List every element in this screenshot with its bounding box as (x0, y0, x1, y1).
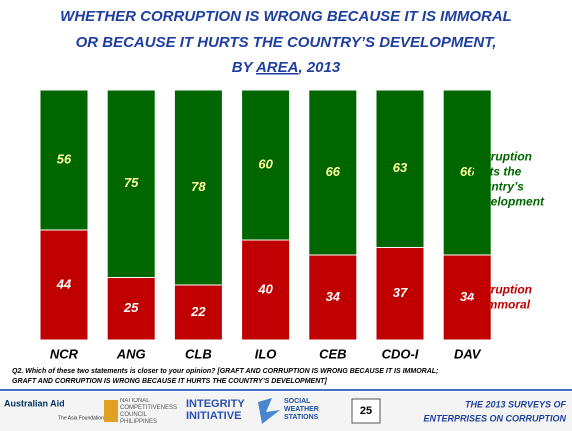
logo: SOCIAL WEATHER STATIONS (284, 398, 319, 421)
logo-box: NATIONAL COMPETITIVENESS COUNCIL PHILIPP… (120, 398, 178, 425)
x-tick-label: CLB (185, 346, 212, 361)
legend-line: hurts the (470, 165, 522, 179)
bar-segment (308, 89, 358, 256)
note-line: GRAFT AND CORRUPTION IS WRONG BECAUSE IT… (12, 378, 328, 385)
survey-line: THE 2013 SURVEYS OF (465, 399, 567, 409)
value-label: 78 (191, 179, 206, 194)
bar-segment (173, 284, 223, 341)
bar-segment (39, 89, 89, 231)
logo-box: SOCIAL WEATHER STATIONS (284, 398, 319, 421)
logo: Australian Aid (4, 398, 65, 408)
value-label: 25 (123, 300, 139, 315)
logo: NATIONAL COMPETITIVENESS COUNCIL PHILIPP… (120, 398, 178, 425)
logo-box: INTEGRITY INITIATIVE (186, 398, 245, 422)
x-tick-label: DAV (454, 346, 482, 361)
page-number: 25 (360, 405, 372, 417)
logo: The Asia Foundation (58, 415, 104, 421)
note-line: Q2. Which of these two statements is clo… (12, 368, 438, 375)
value-label: 66 (326, 164, 341, 179)
value-label: 44 (56, 276, 72, 291)
page-box (351, 398, 381, 424)
bar-segment (442, 89, 492, 256)
title-part: BY (232, 59, 256, 76)
footer-band (0, 392, 572, 431)
value-label: 75 (124, 175, 139, 190)
logo: INTEGRITY INITIATIVE (186, 398, 245, 422)
bar-segment (375, 89, 425, 248)
bar-segment (241, 89, 291, 241)
legend-line: is immoral (470, 298, 531, 312)
title-part: , 2013 (297, 59, 340, 76)
legend-label: Corruption hurts the country’s development (470, 150, 545, 209)
value-label: 34 (326, 289, 341, 304)
survey-line: ENTERPRISES ON CORRUPTION (423, 413, 566, 423)
x-tick-label: ILO (255, 346, 277, 361)
title-line: OR BECAUSE IT HURTS THE COUNTRY’S DEVELO… (76, 34, 497, 51)
value-label: 37 (393, 285, 408, 300)
logo-icon (258, 398, 280, 424)
value-label: 66 (460, 164, 475, 179)
title-line: WHETHER CORRUPTION IS WRONG BECAUSE IT I… (60, 8, 512, 25)
value-label: 40 (257, 281, 273, 296)
legend-line: Corruption (470, 150, 532, 164)
legend-line: Corruption (470, 283, 532, 297)
value-label: 34 (460, 289, 475, 304)
x-tick-label: NCR (50, 346, 79, 361)
value-label: 63 (393, 160, 408, 175)
legend-line: development (470, 195, 545, 209)
bar-segment (375, 247, 425, 341)
legend-label: Corruption is immoral (470, 283, 532, 312)
x-tick-label: CEB (319, 346, 346, 361)
x-tick-label: CDO-I (382, 346, 419, 361)
bar-segment (442, 254, 492, 341)
title-line: BY AREA, 2013 (232, 59, 341, 76)
bar-segment (173, 89, 223, 286)
title-part: AREA (255, 59, 299, 76)
bar-segment (241, 239, 291, 341)
bar-segment (39, 229, 89, 341)
value-label: 56 (57, 151, 72, 166)
logo-icon (104, 400, 118, 422)
bar-segment (106, 89, 156, 278)
x-tick-label: ANG (116, 346, 146, 361)
legend-line: country’s (470, 180, 524, 194)
value-label: 60 (258, 156, 273, 171)
value-label: 22 (190, 304, 206, 319)
